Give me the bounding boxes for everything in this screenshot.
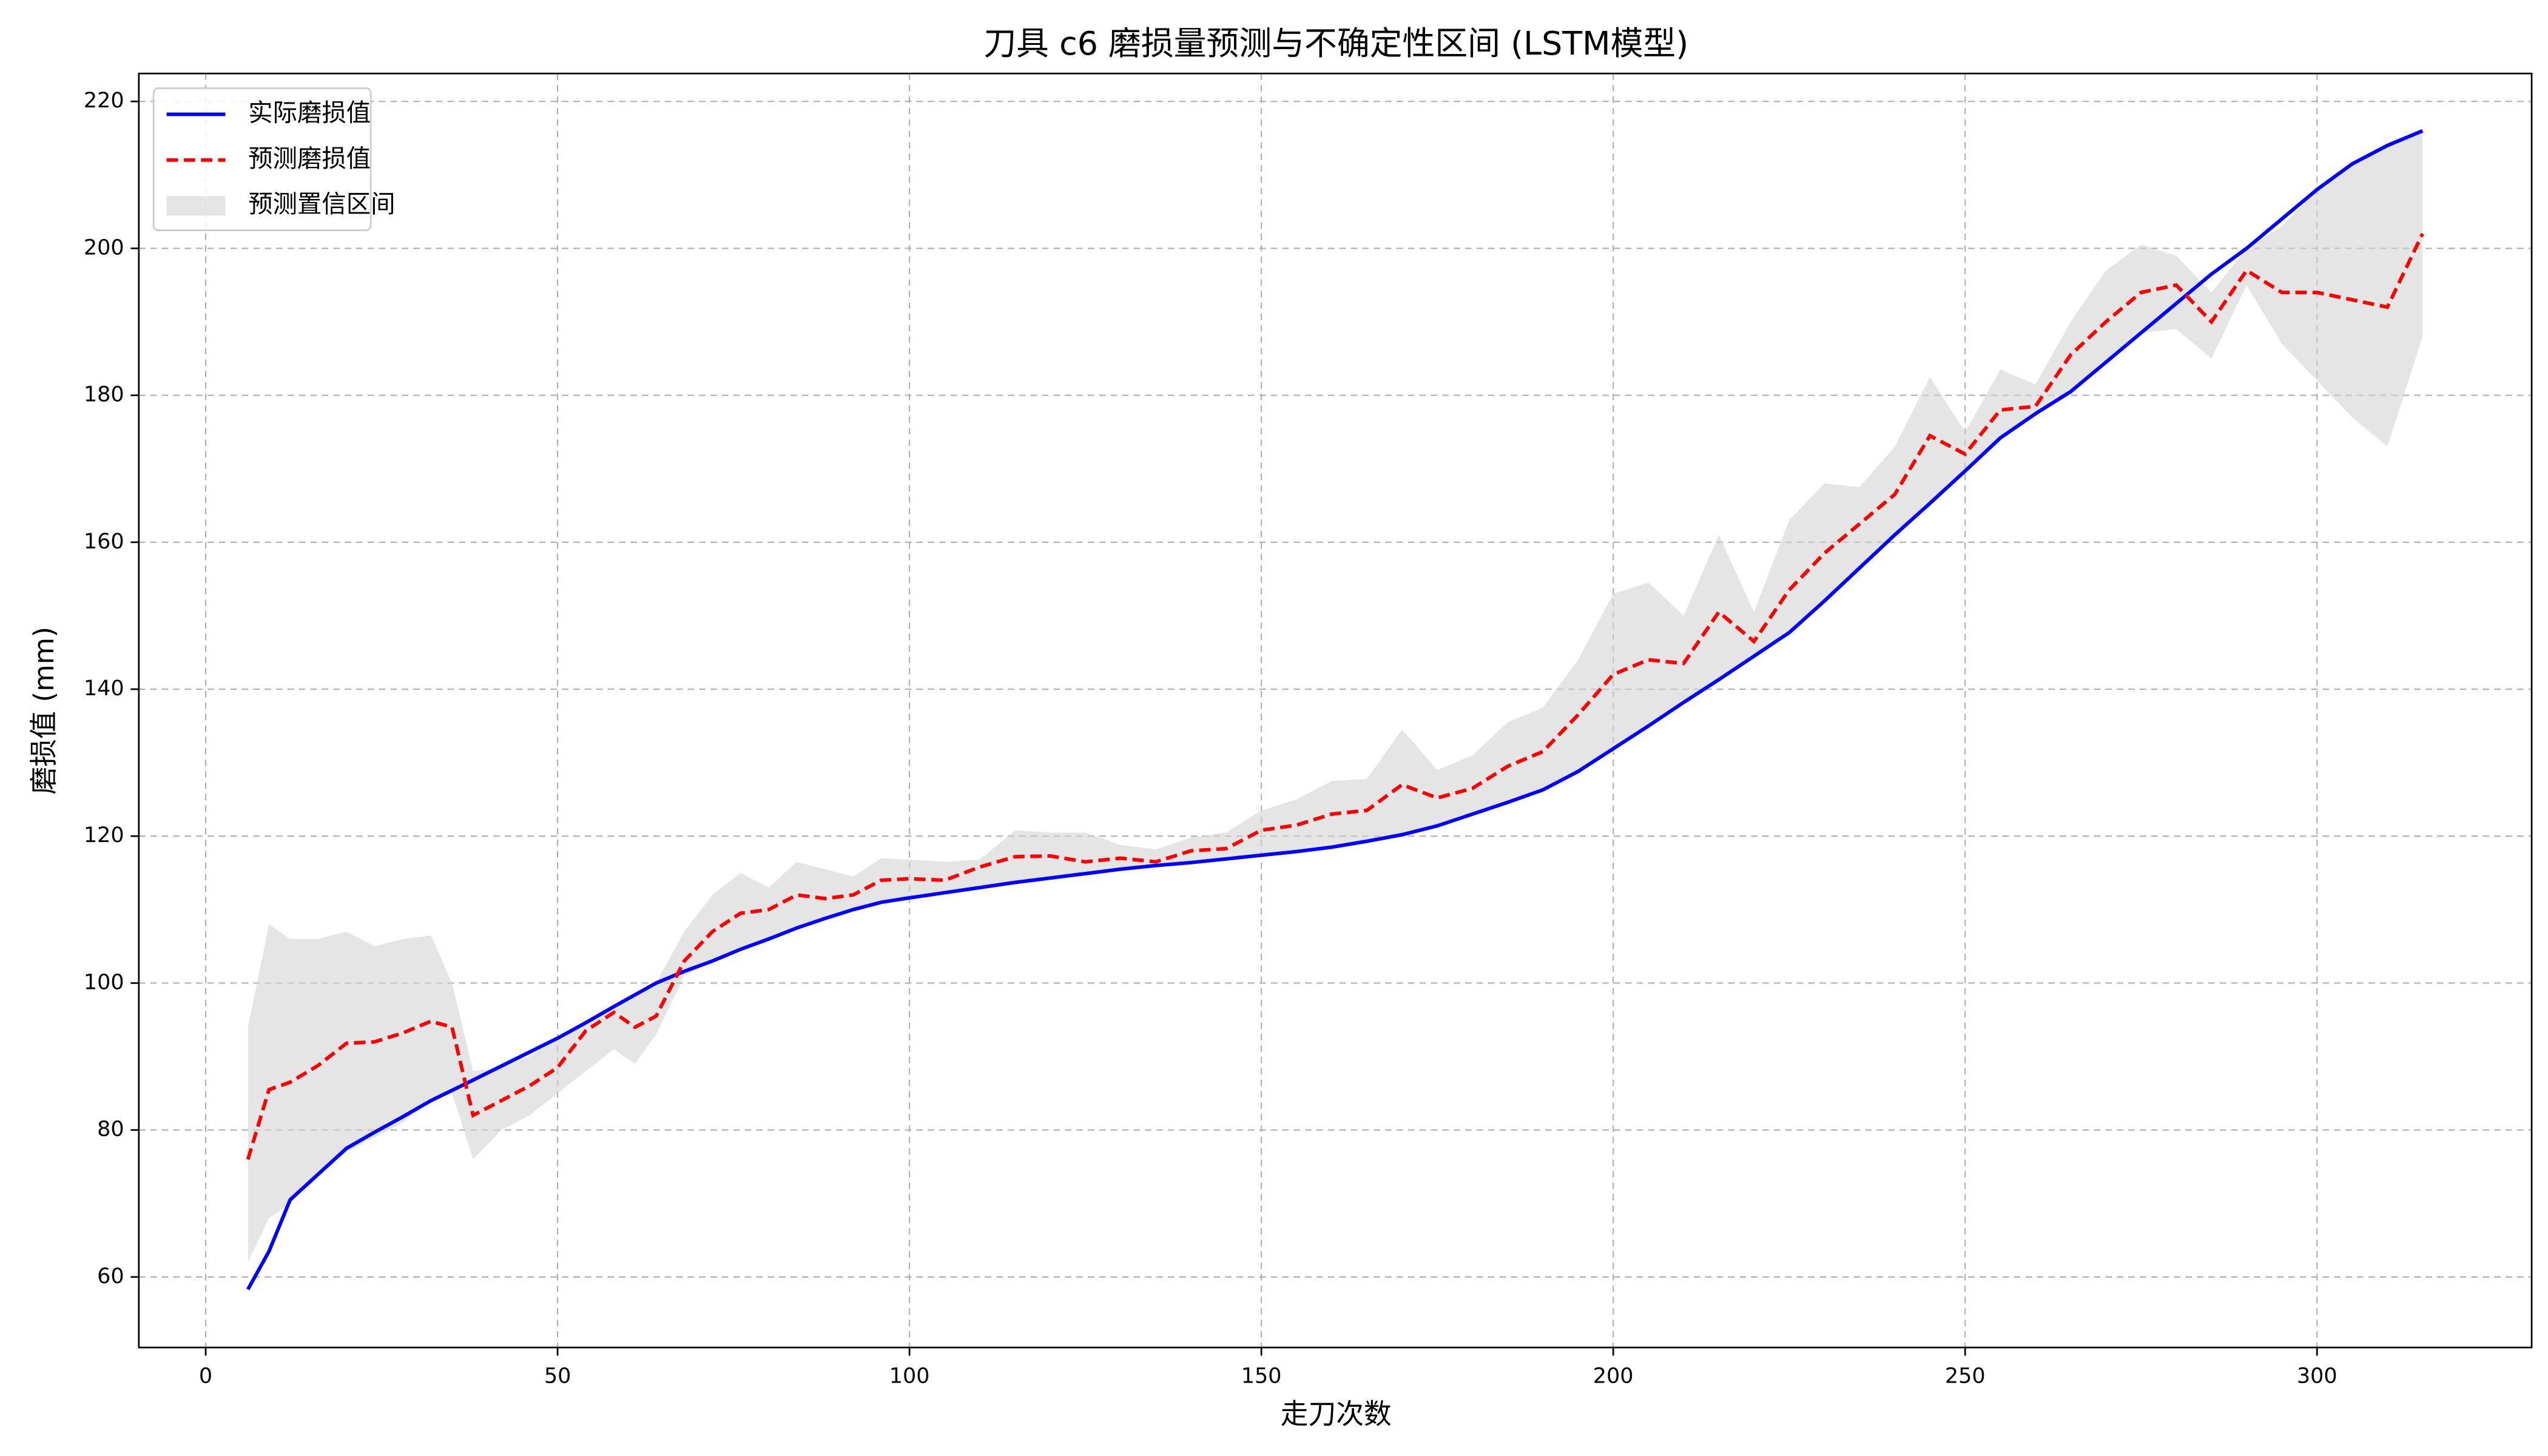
y-tick-label: 60 xyxy=(97,1264,124,1289)
x-tick-label: 0 xyxy=(199,1364,212,1389)
y-tick-label: 140 xyxy=(84,676,124,701)
x-tick-label: 50 xyxy=(544,1364,571,1389)
y-tick-label: 120 xyxy=(84,823,124,848)
x-tick-label: 200 xyxy=(1593,1364,1634,1389)
legend-swatch xyxy=(166,196,226,216)
series-line xyxy=(246,129,2424,1290)
y-axis-label: 磨损值 (mm) xyxy=(28,627,60,795)
chart-title: 刀具 c6 磨损量预测与不确定性区间 (LSTM模型) xyxy=(983,24,1688,62)
legend-label: 实际磨损值 xyxy=(248,98,371,127)
y-tick-label: 220 xyxy=(84,89,124,113)
confidence-band xyxy=(248,130,2423,1262)
x-tick-label: 250 xyxy=(1945,1364,1986,1389)
y-tick-label: 160 xyxy=(84,530,124,554)
series-line xyxy=(246,232,2424,1160)
y-tick-label: 100 xyxy=(84,970,124,994)
x-tick-label: 150 xyxy=(1241,1364,1282,1389)
legend-label: 预测置信区间 xyxy=(248,190,395,218)
legend-box xyxy=(152,87,372,231)
plot-frame xyxy=(138,72,2533,1349)
x-tick-label: 100 xyxy=(889,1364,930,1389)
x-axis-label: 走刀次数 xyxy=(1281,1398,1392,1431)
y-tick-label: 180 xyxy=(84,383,124,407)
legend-label: 预测磨损值 xyxy=(248,144,371,173)
y-tick-label: 80 xyxy=(97,1117,124,1142)
x-tick-label: 300 xyxy=(2297,1364,2337,1389)
y-tick-label: 200 xyxy=(84,235,124,260)
